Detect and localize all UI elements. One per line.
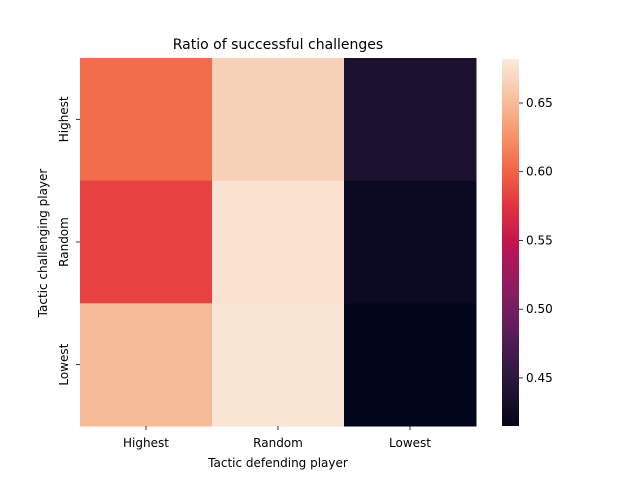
x-axis-label: Tactic defending player [207,456,348,470]
colorbar-tick-label: 0.45 [526,371,553,385]
y-axis: Highest Random Lowest [57,96,80,386]
x-tick-label: Highest [123,436,169,450]
colorbar: 0.45 0.50 0.55 0.60 0.65 [502,59,553,426]
x-tick-label: Lowest [389,436,431,450]
heatmap-cell [212,58,345,182]
colorbar-tick-label: 0.50 [526,302,553,316]
heatmap-cell [344,58,477,182]
colorbar-tick-label: 0.60 [526,165,553,179]
colorbar-ticks: 0.45 0.50 0.55 0.60 0.65 [519,96,553,385]
heatmap-cell [80,180,213,304]
y-axis-label: Tactic challenging player [36,169,50,319]
chart-title: Ratio of successful challenges [173,37,383,53]
heatmap-cell [212,180,345,304]
y-tick-label: Highest [57,96,71,142]
heatmap-cell [80,58,213,182]
heatmap-cells [80,58,477,427]
heatmap-cell [344,180,477,304]
y-tick-label: Lowest [57,343,71,385]
heatmap-cell [344,303,477,427]
colorbar-gradient [502,59,519,426]
x-axis: Highest Random Lowest [123,426,431,450]
colorbar-tick-label: 0.55 [526,233,553,247]
heatmap-cell [80,303,213,427]
y-tick-label: Random [57,217,71,267]
x-tick-label: Random [253,436,303,450]
heatmap-cell [212,303,345,427]
colorbar-tick-label: 0.65 [526,96,553,110]
